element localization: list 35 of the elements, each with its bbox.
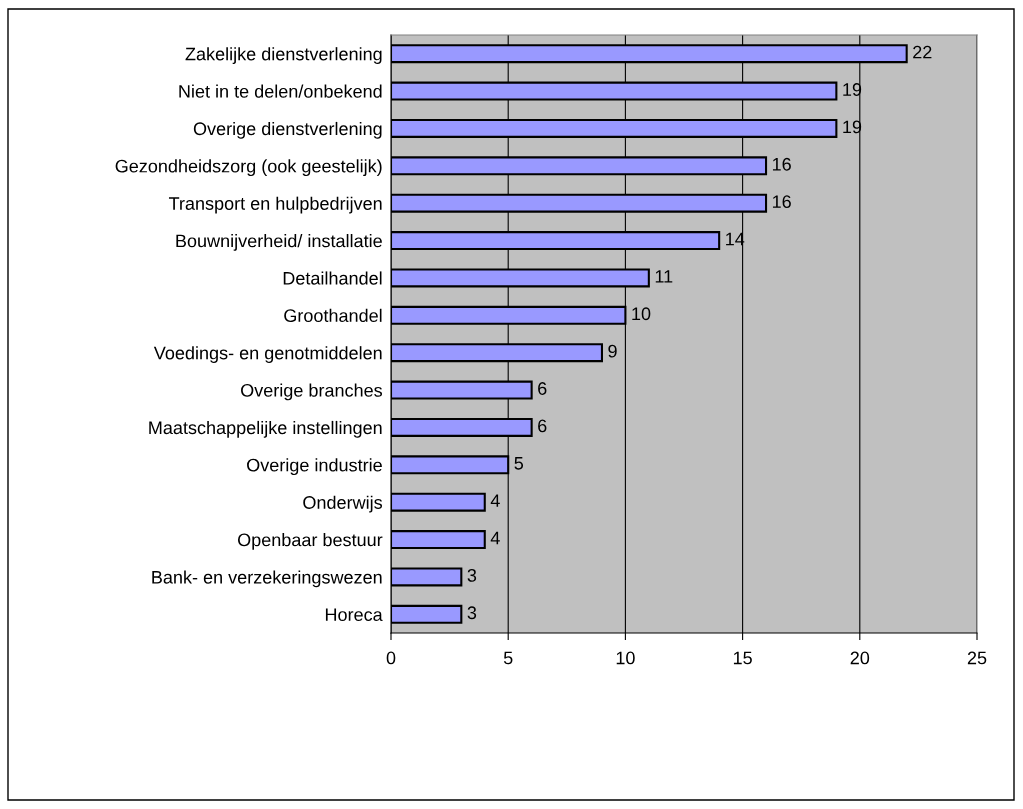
data-label: 6 xyxy=(538,382,547,395)
data-label: 3 xyxy=(467,606,477,620)
y-tick-label: Horeca xyxy=(325,608,383,622)
data-label: 9 xyxy=(608,344,617,358)
y-tick-label: Overige branches xyxy=(241,383,383,401)
x-tick-label: 5 xyxy=(503,651,513,665)
data-label: 11 xyxy=(655,270,673,283)
y-tick-label: Gezondheidszorg (ook geestelijk) xyxy=(115,159,382,177)
y-tick-label: Groothandel xyxy=(284,308,382,323)
y-tick-label: Detailhandel xyxy=(283,271,382,285)
data-label: 6 xyxy=(538,419,547,433)
y-tick-label: Openbaar bestuur xyxy=(237,533,383,550)
x-tick-label: 15 xyxy=(733,651,752,665)
y-tick-label: Maatschappelijke instellingen xyxy=(149,420,382,438)
y-tick-label: Bouwnijverheid/ installatie xyxy=(176,234,382,251)
data-label: 5 xyxy=(514,457,524,470)
y-tick-label: Overige dienstverlening xyxy=(193,121,382,139)
x-tick-label: 10 xyxy=(616,651,635,665)
y-tick-label: Onderwijs xyxy=(303,495,383,513)
y-tick-label: Zakelijke dienstverlening xyxy=(185,47,382,64)
data-label: 3 xyxy=(467,569,477,582)
data-label: 4 xyxy=(490,531,500,545)
y-tick-label: Bank- en verzekeringswezen xyxy=(152,570,382,588)
data-label: 4 xyxy=(490,494,500,507)
data-label: 16 xyxy=(772,157,791,171)
x-tick-label: 0 xyxy=(386,651,396,665)
y-tick-label: Niet in te delen/onbekend xyxy=(179,84,382,98)
y-tick-label: Voedings- en genotmiddelen xyxy=(153,346,382,363)
data-label: 16 xyxy=(772,195,791,209)
x-tick-label: 20 xyxy=(850,651,870,665)
data-label: 22 xyxy=(913,45,932,59)
y-tick-label: Transport en hulpbedrijven xyxy=(168,196,382,214)
data-label: 10 xyxy=(632,307,651,321)
y-tick-label: Overige industrie xyxy=(247,458,382,476)
x-tick-label: 25 xyxy=(967,651,987,665)
